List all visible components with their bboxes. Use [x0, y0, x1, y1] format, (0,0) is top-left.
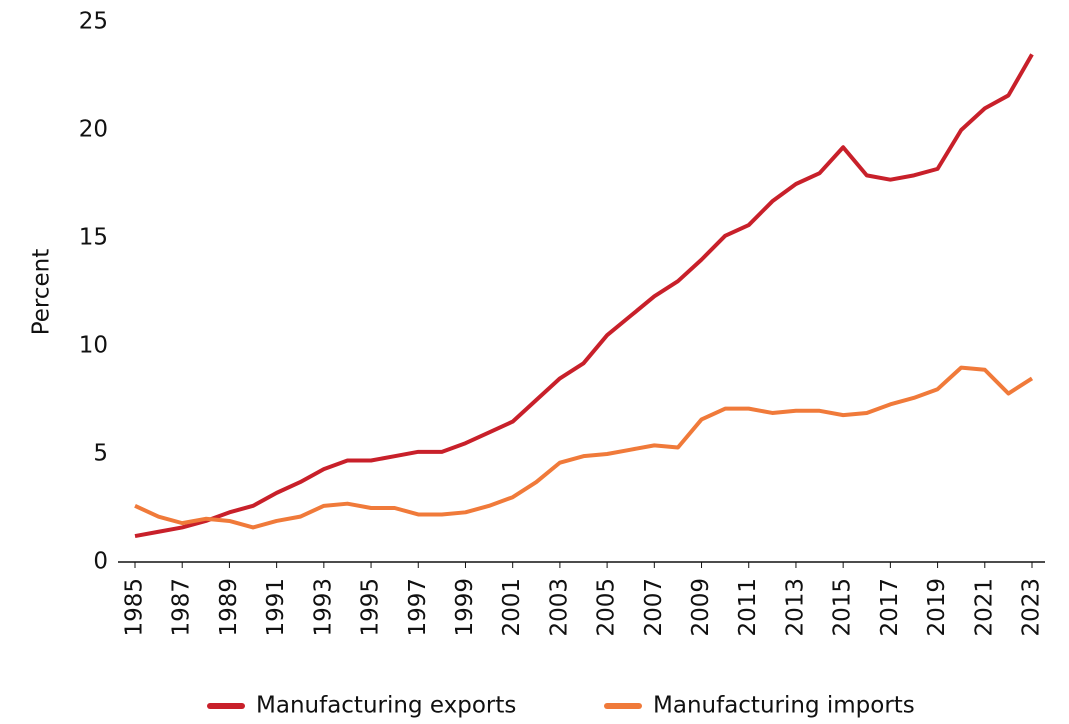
x-tick-label: 1989 — [216, 578, 242, 637]
y-tick-label: 10 — [79, 333, 108, 359]
line — [134, 365, 1034, 530]
x-tick-label: 2013 — [782, 578, 808, 637]
x-tick-label: 1997 — [405, 578, 431, 637]
x-tick-label: 2011 — [735, 578, 761, 637]
x-tick-label: 2001 — [499, 578, 525, 637]
x-tick-label: 1999 — [452, 578, 478, 637]
x-tick-label: 2023 — [1019, 578, 1045, 637]
x-tick-label: 2021 — [971, 578, 997, 637]
x-tick-label: 2009 — [688, 578, 714, 637]
y-axis-label: Percent — [29, 249, 55, 336]
x-tick-label: 1995 — [358, 578, 384, 637]
x-tick-label: 2003 — [546, 578, 572, 637]
x-tick-label: 2005 — [594, 578, 620, 637]
x-tick-label: 1991 — [263, 578, 289, 637]
legend-label: Manufacturing imports — [653, 693, 915, 719]
x-tick-label: 2015 — [830, 578, 856, 637]
x-tick-label: 1987 — [169, 578, 195, 637]
y-tick-label: 5 — [93, 441, 108, 467]
x-tick-label: 2019 — [924, 578, 950, 637]
x-tick-label: 2007 — [641, 578, 667, 637]
x-tick-label: 1993 — [310, 578, 336, 637]
x-tick-label: 2017 — [877, 578, 903, 637]
line — [134, 53, 1034, 539]
legend-label: Manufacturing exports — [256, 693, 516, 719]
y-tick-label: 0 — [93, 549, 108, 575]
y-tick-label: 25 — [79, 9, 108, 35]
y-tick-label: 20 — [79, 117, 108, 143]
x-tick-label: 1985 — [122, 578, 148, 637]
y-tick-label: 15 — [79, 225, 108, 251]
